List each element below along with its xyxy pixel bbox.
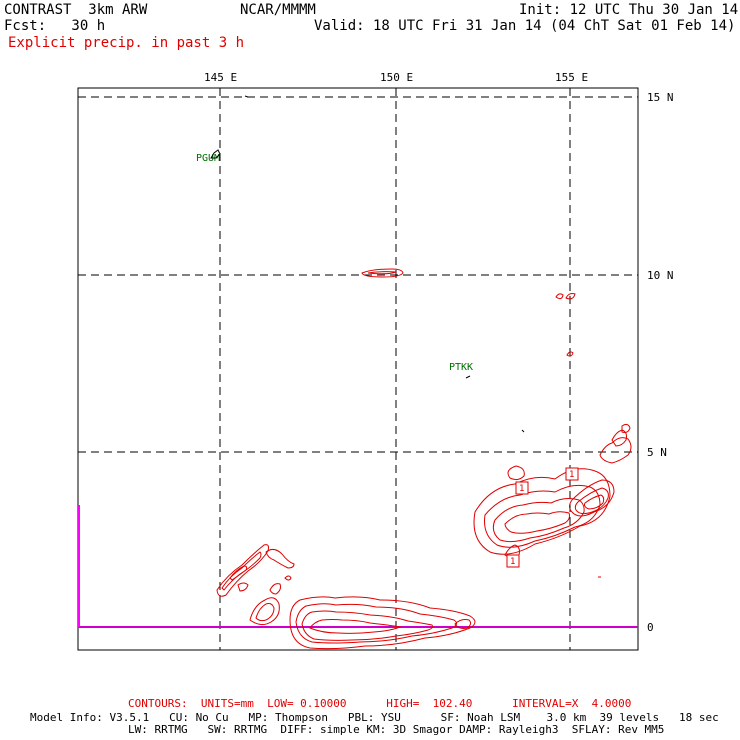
precip-contours xyxy=(216,268,632,650)
lat-label-15n: 15 N xyxy=(647,91,674,104)
lat-label-10n: 10 N xyxy=(647,269,674,282)
lon-label-145: 145 E xyxy=(204,71,237,84)
lat-label-5n: 5 N xyxy=(647,446,667,459)
lon-label-155: 155 E xyxy=(555,71,588,84)
field-title: Explicit precip. in past 3 h xyxy=(8,35,245,51)
coastlines xyxy=(210,95,525,433)
chuuk-coastline xyxy=(465,375,471,379)
contour-value-labels: 1 1 1 xyxy=(506,467,579,568)
lon-label-150: 150 E xyxy=(380,71,413,84)
forecast-hour: Fcst: 30 h xyxy=(4,18,106,34)
valid-time: Valid: 18 UTC Fri 31 Jan 14 (04 ChT Sat … xyxy=(314,18,736,34)
init-time: Init: 12 UTC Thu 30 Jan 14 xyxy=(519,2,739,18)
contour-label-a: 1 xyxy=(519,484,524,494)
pohnpei-coastline xyxy=(521,429,525,433)
lat-lon-grid xyxy=(78,88,638,650)
lat-label-0: 0 xyxy=(647,621,654,634)
model-info-line-1: Model Info: V3.5.1 CU: No Cu MP: Thompso… xyxy=(30,711,719,724)
contour-label-c: 1 xyxy=(510,557,515,567)
station-pgum: PGUM xyxy=(196,153,220,164)
guam-coastline xyxy=(210,149,221,159)
model-title: CONTRAST 3km ARW xyxy=(4,2,148,18)
station-ptkk: PTKK xyxy=(449,362,473,373)
model-info-line-2: LW: RRTMG SW: RRTMG DIFF: simple KM: 3D … xyxy=(128,723,665,736)
organization-label: NCAR/MMMM xyxy=(240,2,316,18)
contour-info: CONTOURS: UNITS=mm LOW= 0.10000 HIGH= 10… xyxy=(128,697,632,710)
islet-coastline xyxy=(244,95,249,98)
contour-label-b: 1 xyxy=(569,470,574,480)
map-frame xyxy=(77,87,639,651)
